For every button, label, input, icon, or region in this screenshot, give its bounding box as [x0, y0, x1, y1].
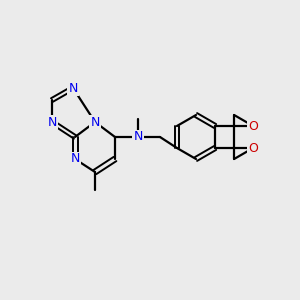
- Text: O: O: [248, 119, 258, 133]
- Text: N: N: [90, 116, 100, 128]
- Text: N: N: [133, 130, 143, 143]
- Text: O: O: [248, 142, 258, 154]
- Text: N: N: [68, 82, 78, 94]
- Text: N: N: [70, 152, 80, 166]
- Text: N: N: [47, 116, 57, 128]
